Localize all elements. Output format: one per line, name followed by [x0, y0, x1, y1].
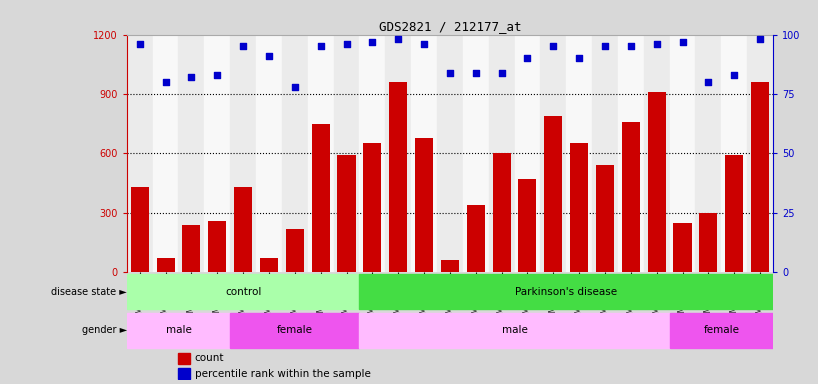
Bar: [285, 228, 303, 272]
Bar: [359, 313, 670, 348]
Point: [676, 39, 689, 45]
Bar: [131, 187, 149, 272]
Bar: [592, 35, 618, 272]
Bar: [415, 137, 433, 272]
Bar: [515, 35, 541, 272]
Bar: [127, 35, 153, 272]
Bar: [570, 144, 588, 272]
Point: [443, 70, 456, 76]
Text: gender ►: gender ►: [82, 326, 127, 336]
Point: [236, 43, 249, 50]
Bar: [747, 35, 773, 272]
Bar: [282, 35, 308, 272]
Bar: [359, 35, 385, 272]
Bar: [695, 35, 721, 272]
Bar: [127, 274, 359, 309]
Bar: [260, 258, 278, 272]
Point: [211, 72, 224, 78]
Bar: [519, 179, 537, 272]
Bar: [670, 313, 773, 348]
Text: male: male: [501, 326, 528, 336]
Bar: [230, 313, 359, 348]
Point: [521, 55, 534, 61]
Point: [288, 84, 301, 90]
Bar: [389, 82, 407, 272]
Point: [392, 36, 405, 42]
Bar: [488, 35, 515, 272]
Point: [185, 74, 198, 80]
Point: [366, 39, 379, 45]
Bar: [256, 35, 282, 272]
Bar: [492, 153, 510, 272]
Bar: [437, 35, 463, 272]
Bar: [363, 144, 381, 272]
Bar: [178, 35, 204, 272]
Bar: [385, 35, 411, 272]
Bar: [721, 35, 747, 272]
Bar: [648, 92, 666, 272]
Bar: [156, 258, 174, 272]
Point: [263, 53, 276, 59]
Bar: [230, 35, 256, 272]
Bar: [673, 223, 691, 272]
Bar: [644, 35, 670, 272]
Point: [624, 43, 637, 50]
Point: [753, 36, 766, 42]
Bar: [467, 205, 485, 272]
Text: female: female: [276, 326, 312, 336]
Point: [728, 72, 741, 78]
Point: [470, 70, 483, 76]
Bar: [359, 274, 773, 309]
Point: [650, 41, 663, 47]
Point: [133, 41, 146, 47]
Bar: [153, 35, 178, 272]
Point: [495, 70, 508, 76]
Text: GDS2821 / 212177_at: GDS2821 / 212177_at: [379, 20, 521, 33]
Bar: [622, 122, 640, 272]
Bar: [338, 156, 356, 272]
Bar: [182, 225, 200, 272]
Bar: [441, 260, 459, 272]
Text: male: male: [165, 326, 191, 336]
Bar: [566, 35, 592, 272]
Bar: [596, 165, 614, 272]
Point: [702, 79, 715, 85]
Text: control: control: [225, 286, 261, 296]
Point: [417, 41, 430, 47]
Bar: [178, 368, 190, 379]
Point: [546, 43, 560, 50]
Bar: [411, 35, 437, 272]
Bar: [618, 35, 644, 272]
Text: count: count: [195, 353, 224, 363]
Bar: [751, 82, 769, 272]
Text: female: female: [703, 326, 739, 336]
Bar: [308, 35, 334, 272]
Bar: [178, 353, 190, 364]
Bar: [209, 221, 227, 272]
Point: [314, 43, 327, 50]
Bar: [312, 124, 330, 272]
Point: [159, 79, 172, 85]
Point: [340, 41, 353, 47]
Bar: [204, 35, 230, 272]
Bar: [726, 156, 744, 272]
Text: disease state ►: disease state ►: [51, 286, 127, 296]
Text: Parkinson's disease: Parkinson's disease: [515, 286, 618, 296]
Bar: [334, 35, 359, 272]
Bar: [699, 213, 717, 272]
Bar: [541, 35, 566, 272]
Bar: [463, 35, 488, 272]
Bar: [544, 116, 562, 272]
Point: [599, 43, 612, 50]
Bar: [127, 313, 230, 348]
Point: [573, 55, 586, 61]
Bar: [234, 187, 252, 272]
Bar: [670, 35, 695, 272]
Text: percentile rank within the sample: percentile rank within the sample: [195, 369, 371, 379]
